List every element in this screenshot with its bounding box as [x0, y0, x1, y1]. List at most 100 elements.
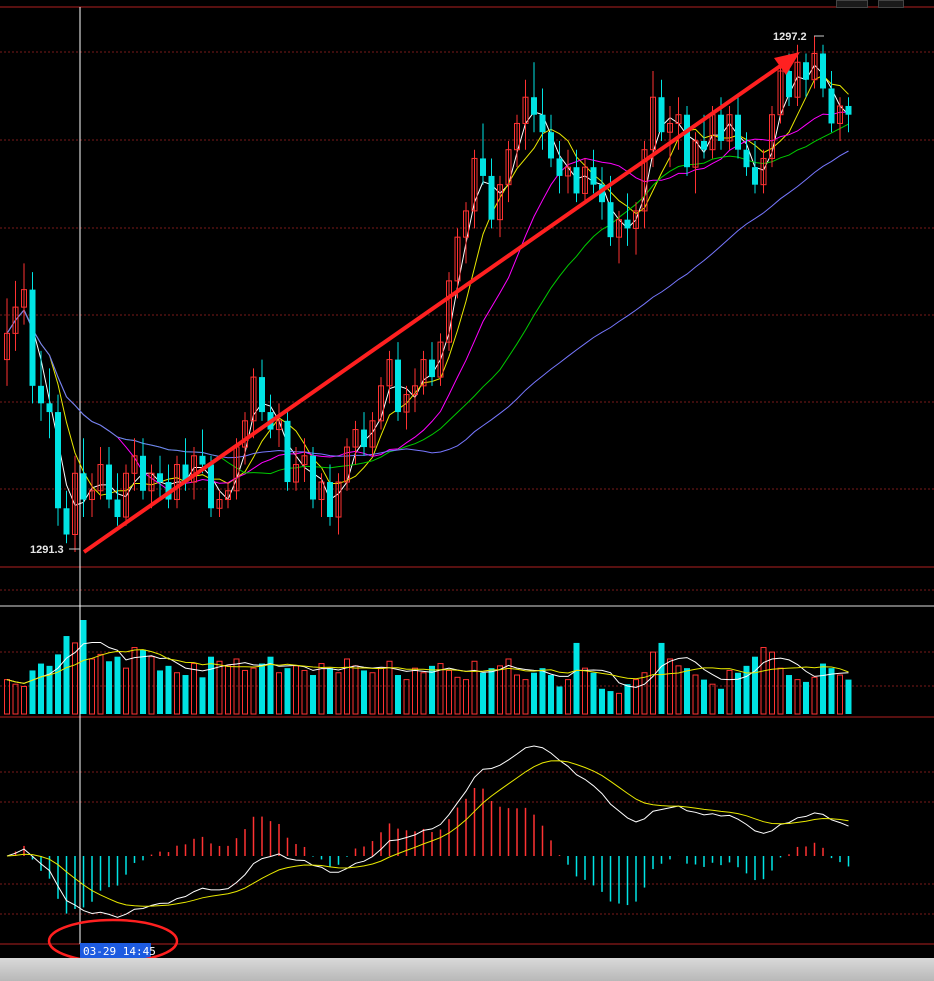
candle-body-up	[225, 490, 231, 501]
candle	[505, 140, 512, 203]
macd-dif-line	[6, 745, 849, 918]
candle	[675, 97, 682, 150]
candle-body-down	[361, 429, 367, 448]
candle-body-down	[38, 385, 44, 404]
candle-body-down	[488, 175, 495, 220]
volume-bar-up	[769, 651, 775, 715]
candle	[208, 455, 214, 518]
candle	[131, 438, 138, 491]
candle	[21, 263, 27, 325]
top-tab-2[interactable]	[878, 0, 904, 8]
candle	[420, 350, 427, 395]
volume-bar-down	[259, 663, 265, 714]
candle	[284, 412, 291, 491]
volume-bar-up	[216, 660, 223, 715]
candle-body-down	[556, 158, 563, 176]
ma-line-26	[6, 123, 849, 475]
candle-body-up	[89, 490, 95, 501]
candle-body-down	[735, 114, 741, 150]
candle	[361, 412, 367, 456]
volume-bar-down	[157, 670, 163, 714]
candle	[97, 447, 104, 500]
volume-bar-down	[165, 665, 172, 714]
candle-body-down	[395, 359, 401, 413]
candle	[539, 88, 546, 150]
candle-body-up	[242, 420, 248, 448]
volume-bar-up	[582, 667, 588, 715]
volume-bar-down	[182, 675, 189, 714]
candle-body-up	[582, 166, 588, 194]
volume-bar-down	[539, 668, 546, 714]
volume-bar-up	[760, 647, 767, 715]
volume-bar-up	[318, 663, 325, 715]
candle	[692, 132, 699, 194]
chart-canvas[interactable]: 1297.2 1291.3 03-29 14:45	[0, 0, 934, 958]
volume-bar-down	[480, 672, 486, 714]
candle	[820, 44, 826, 98]
candle-body-up	[191, 455, 197, 483]
ma-line-14	[6, 111, 849, 491]
candle-body-up	[412, 385, 418, 396]
candle	[624, 193, 631, 246]
candle-body-down	[573, 167, 580, 194]
candle-body-up	[276, 420, 282, 431]
candle-body-up	[565, 166, 571, 177]
candle-body-down	[718, 114, 724, 141]
volume-bar-down	[327, 668, 333, 714]
candle-body-up	[692, 140, 699, 168]
horizontal-scrollbar[interactable]	[0, 958, 934, 981]
candle	[650, 70, 656, 168]
volume-bar-down	[820, 663, 826, 714]
volume-bar-up	[446, 669, 452, 715]
volume-bar-up	[21, 685, 27, 715]
candle-body-up	[72, 472, 78, 536]
candle	[55, 394, 61, 526]
volume-bar-up	[233, 658, 240, 715]
candle	[548, 114, 554, 168]
candle-body-up	[293, 464, 299, 483]
top-tab-1[interactable]	[836, 0, 868, 8]
volume-ma-10	[6, 649, 849, 684]
candle	[12, 280, 19, 351]
macd-series	[6, 745, 850, 918]
candle-body-up	[811, 52, 818, 81]
volume-bar-up	[174, 672, 180, 715]
volume-bar-up	[650, 651, 656, 715]
candle	[38, 350, 44, 421]
candlestick-series[interactable]	[4, 36, 852, 552]
candle-body-down	[157, 473, 163, 483]
candle-body-down	[828, 88, 835, 124]
candle-body-down	[114, 499, 121, 518]
volume-bar-down	[199, 677, 206, 714]
candle	[497, 175, 503, 238]
volume-bar-down	[786, 675, 792, 714]
candle	[837, 97, 843, 141]
candle-body-up	[352, 429, 359, 448]
candle-body-down	[531, 97, 537, 115]
volume-bar-up	[276, 672, 282, 715]
candle	[216, 490, 223, 518]
candle-body-up	[675, 114, 682, 124]
volume-bar-down	[556, 686, 563, 714]
candle-body-up	[369, 420, 376, 448]
candle	[769, 105, 775, 168]
candle-body-up	[216, 499, 223, 509]
low-price-label: 1291.3	[30, 544, 64, 556]
volume-ma-5	[6, 642, 849, 688]
candle-body-down	[624, 219, 631, 229]
candle-body-up	[726, 114, 733, 142]
candle	[684, 105, 690, 176]
volume-bar-down	[208, 656, 214, 714]
candle-body-down	[845, 105, 852, 115]
candle	[89, 473, 95, 518]
candle	[845, 97, 852, 133]
candle	[616, 210, 622, 264]
volume-bar-up	[463, 679, 469, 715]
volume-bar-down	[599, 688, 605, 714]
volume-bar-up	[242, 669, 248, 715]
candle	[4, 298, 10, 386]
volume-bar-down	[55, 654, 61, 714]
volume-bar-down	[361, 670, 367, 714]
candle-body-down	[684, 114, 690, 168]
candle-body-up	[21, 289, 27, 308]
